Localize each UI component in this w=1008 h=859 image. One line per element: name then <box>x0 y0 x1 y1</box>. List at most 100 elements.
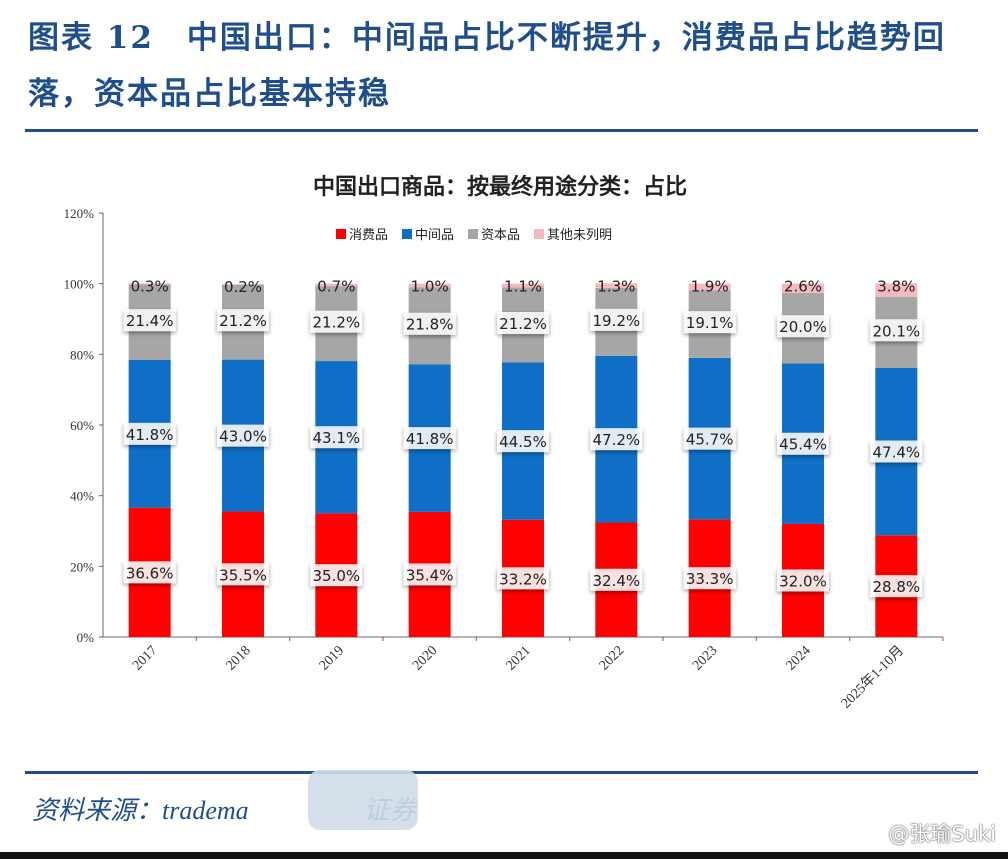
legend-swatch <box>468 229 478 239</box>
data-label: 21.2% <box>219 312 267 330</box>
data-label-box <box>870 440 923 463</box>
x-tick-label: 2017 <box>130 643 160 673</box>
data-label: 35.4% <box>406 566 454 584</box>
data-label-box <box>217 424 269 447</box>
data-label: 1.9% <box>691 278 729 296</box>
watermark: @张瑜Suki <box>888 822 996 846</box>
data-label-box <box>777 432 829 455</box>
legend-label: 其他未列明 <box>547 228 612 243</box>
data-label-box <box>683 427 736 450</box>
data-label-box <box>870 575 923 598</box>
data-label: 21.4% <box>126 312 174 330</box>
data-label-box <box>590 308 643 331</box>
data-label-box <box>217 563 269 586</box>
data-label: 41.8% <box>406 430 454 448</box>
data-label: 36.6% <box>126 564 174 582</box>
data-label: 33.3% <box>686 570 734 588</box>
data-label-box <box>403 427 456 450</box>
data-label: 0.7% <box>317 278 355 296</box>
data-label: 44.5% <box>499 433 547 451</box>
legend: 消费品 中间品 资本品 其他未列明 <box>336 228 612 243</box>
data-label-box <box>590 428 643 451</box>
data-label: 35.5% <box>219 566 267 584</box>
data-label: 41.8% <box>126 426 174 444</box>
data-label-box <box>310 564 363 587</box>
data-label-box <box>123 561 176 584</box>
data-label: 19.1% <box>686 314 734 332</box>
data-label-box <box>683 567 736 590</box>
data-label: 1.3% <box>597 277 635 295</box>
data-label-box <box>123 422 176 445</box>
y-tick-label: 0% <box>77 630 95 645</box>
data-label: 21.2% <box>313 314 361 332</box>
data-label: 21.2% <box>499 315 547 333</box>
source-text: 资料来源：tradema <box>32 796 249 825</box>
bar-segment <box>408 283 451 288</box>
bar-segment <box>875 283 918 297</box>
bottom-bar <box>0 852 1008 859</box>
bottom-rule <box>25 771 978 774</box>
data-label: 3.8% <box>877 277 915 295</box>
data-label: 32.0% <box>779 572 827 590</box>
data-label: 28.8% <box>873 578 921 596</box>
y-tick-label: 40% <box>70 489 94 504</box>
data-label-box <box>217 309 269 332</box>
data-label-box <box>590 568 643 591</box>
legend-swatch <box>336 229 346 239</box>
figure-title: 图表 12 中国出口：中间品占比不断提升，消费品占比趋势回落，资本品占比基本持稳 <box>28 20 946 112</box>
bar-segment <box>688 283 731 291</box>
top-rule <box>25 129 978 132</box>
data-label: 2.6% <box>784 278 822 296</box>
legend-label: 消费品 <box>349 228 388 243</box>
data-label-box <box>403 312 456 335</box>
data-label: 45.4% <box>779 436 827 454</box>
y-tick-label: 100% <box>64 277 95 292</box>
data-label: 1.0% <box>411 278 449 296</box>
data-label: 32.4% <box>593 572 641 590</box>
x-tick-label: 2023 <box>690 643 720 673</box>
data-label-box <box>777 315 829 338</box>
bar-segment <box>595 283 638 288</box>
x-tick-label: 2018 <box>223 643 253 673</box>
data-label: 47.4% <box>873 444 921 462</box>
x-tick-label: 2021 <box>503 643 533 673</box>
x-tick-label: 2024 <box>783 643 813 673</box>
data-label: 43.0% <box>219 428 267 446</box>
data-label-box <box>310 426 363 449</box>
y-tick-label: 80% <box>70 347 94 362</box>
legend-swatch <box>534 229 544 239</box>
x-tick-label: 2019 <box>317 643 347 673</box>
data-labels: 36.6% 41.8% 21.4% 0.3% 35.5% 43.0% 21.2% 0.2% 35… <box>123 277 923 598</box>
bar-segment <box>782 283 824 293</box>
data-label: 43.1% <box>313 429 361 447</box>
data-label: 45.7% <box>686 431 734 449</box>
data-label-box <box>310 310 363 333</box>
data-label: 0.2% <box>224 278 262 296</box>
y-tick-label: 60% <box>70 418 94 433</box>
bar-segment <box>502 283 544 288</box>
x-tick-label: 2022 <box>597 643 627 673</box>
data-label: 33.2% <box>499 570 547 588</box>
x-tick-label: 2020 <box>410 643 440 673</box>
chart-title: 中国出口商品：按最终用途分类：占比 <box>313 174 687 200</box>
data-label: 20.1% <box>873 322 921 340</box>
data-label-box <box>870 319 923 342</box>
data-label-box <box>497 312 549 335</box>
data-label: 47.2% <box>593 431 641 449</box>
data-label-box <box>497 567 549 590</box>
data-label-box <box>777 569 829 592</box>
legend-label: 中间品 <box>415 228 454 243</box>
y-tick-label: 20% <box>70 559 94 574</box>
bar-segment <box>128 283 171 285</box>
bar-segment <box>222 284 264 285</box>
blurred-region <box>308 770 418 830</box>
data-label-box <box>123 309 176 332</box>
data-label: 21.8% <box>406 316 454 334</box>
data-label: 1.1% <box>504 278 542 296</box>
bar-segment <box>315 283 358 287</box>
data-label: 20.0% <box>779 318 827 336</box>
legend-swatch <box>402 229 412 239</box>
data-label: 35.0% <box>313 567 361 585</box>
legend-label: 资本品 <box>481 228 520 243</box>
data-label-box <box>403 563 456 586</box>
